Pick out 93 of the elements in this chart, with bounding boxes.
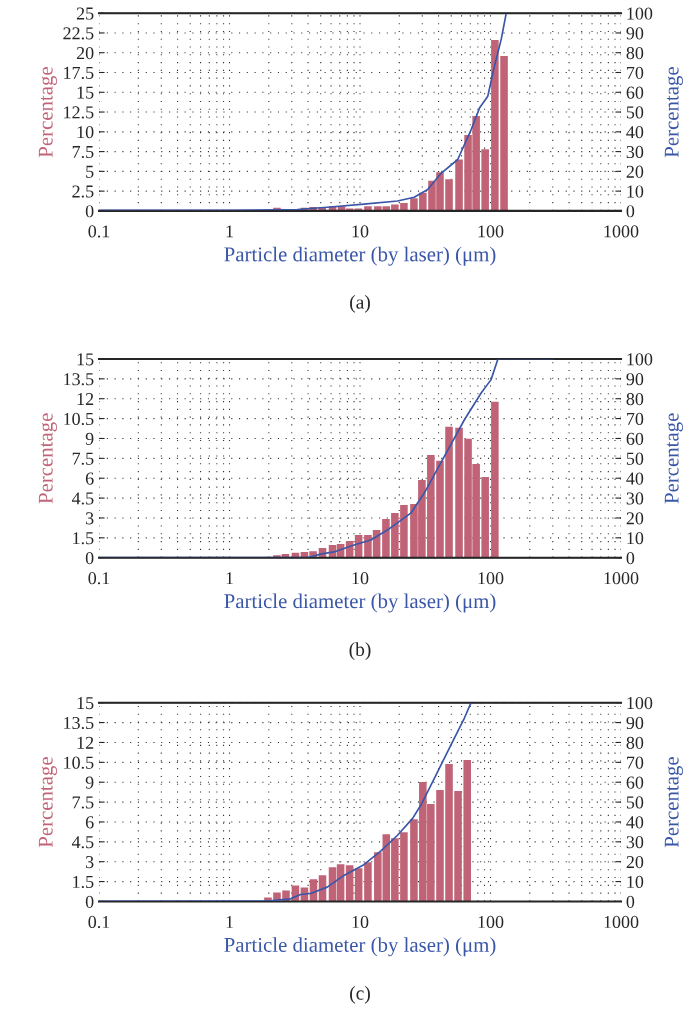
y2-tick-label: 70 — [627, 756, 644, 769]
y2-tick-label: 0 — [626, 551, 635, 565]
y-tick-label: 2.5 — [72, 185, 94, 198]
y-axis-title: Percentage — [38, 757, 57, 848]
y-tick-label: 10.5 — [64, 756, 94, 769]
y-tick-label: 9 — [85, 776, 94, 789]
y-tick-label: 3 — [85, 856, 94, 869]
y2-tick-label: 70 — [627, 412, 644, 426]
x-tick-label: 100 — [478, 225, 504, 238]
y2-tick-label: 90 — [626, 373, 644, 386]
y2-tick-label: 30 — [626, 492, 644, 505]
y2-tick-label: 20 — [626, 165, 644, 178]
y2-tick-label: 50 — [626, 106, 644, 119]
y2-tick-label: 40 — [626, 816, 644, 829]
y2-tick-label: 80 — [626, 46, 644, 60]
y2-tick-label: 0 — [626, 205, 635, 218]
x-tick-label: 100 — [478, 915, 504, 929]
y-tick-label: 6 — [85, 816, 94, 829]
y2-tick-label: 60 — [626, 432, 644, 445]
y-tick-label: 4.5 — [71, 836, 94, 849]
y2-tick-label: 100 — [627, 7, 653, 20]
y2-tick-label: 60 — [626, 86, 644, 99]
y2-axis-title: Percentage — [664, 67, 683, 158]
y2-tick-label: 100 — [627, 696, 653, 710]
x-tick-label: 100 — [478, 572, 504, 585]
x-tick-label: 1 — [226, 225, 233, 238]
y-tick-label: 9 — [85, 432, 94, 445]
y-tick-label: 22.5 — [63, 27, 94, 40]
y-tick-label: 20 — [76, 46, 94, 60]
text: (a) — [350, 295, 370, 313]
y-tick-label: 12 — [77, 393, 94, 405]
y-tick-label: 15 — [77, 697, 94, 710]
y2-axis-title: Percentage — [664, 413, 683, 504]
x-tick-label: 10 — [352, 572, 369, 585]
x-tick-label: 1 — [226, 915, 233, 928]
y-tick-label: 5 — [86, 165, 94, 178]
x-axis-title: Particle diameter (by laser) (μm) — [224, 937, 496, 957]
y-tick-label: 0 — [85, 895, 94, 908]
y2-tick-label: 50 — [626, 796, 644, 809]
y-tick-label: 4.5 — [71, 492, 94, 505]
y-tick-label: 15 — [77, 86, 94, 99]
x-tick-label: 1000 — [604, 572, 639, 585]
y-tick-label: 0 — [85, 551, 94, 565]
y-tick-label: 12 — [77, 736, 94, 749]
x-axis-title: Particle diameter (by laser) (μm) — [224, 246, 496, 266]
x-tick-label: 10 — [352, 915, 369, 929]
y-tick-label: 6 — [85, 472, 94, 485]
y2-tick-label: 10 — [627, 532, 644, 545]
y-tick-label: 13.5 — [64, 373, 94, 386]
y-tick-label: 12.5 — [64, 106, 94, 119]
text: (c) — [350, 986, 370, 1004]
y2-tick-label: 30 — [626, 836, 644, 849]
y2-tick-label: 10 — [627, 875, 644, 889]
y-tick-label: 13.5 — [64, 716, 94, 730]
x-tick-label: 0.1 — [88, 225, 110, 238]
y-tick-label: 3 — [85, 512, 94, 525]
x-tick-label: 1000 — [604, 915, 639, 929]
y2-tick-label: 30 — [626, 145, 644, 159]
y-tick-label: 10 — [77, 126, 94, 139]
y2-tick-label: 100 — [627, 353, 653, 366]
text: (b) — [349, 642, 371, 660]
y2-tick-label: 70 — [627, 66, 644, 79]
y2-tick-label: 40 — [626, 472, 644, 485]
y2-tick-label: 90 — [626, 27, 644, 40]
y-tick-label: 7.5 — [72, 796, 94, 809]
y-axis-title: Percentage — [38, 413, 57, 504]
x-tick-label: 0.1 — [88, 572, 110, 585]
y2-tick-label: 40 — [626, 126, 644, 139]
y2-tick-label: 20 — [626, 855, 644, 869]
y-tick-label: 17.5 — [64, 66, 94, 80]
x-tick-label: 1 — [226, 572, 233, 585]
x-tick-label: 1000 — [604, 225, 639, 238]
y2-tick-label: 0 — [626, 895, 635, 908]
x-axis-title: Particle diameter (by laser) (μm) — [224, 593, 496, 613]
y2-tick-label: 90 — [626, 716, 644, 730]
y2-tick-label: 60 — [626, 776, 644, 789]
y-tick-label: 7.5 — [72, 452, 94, 465]
y-tick-label: 1.5 — [73, 875, 94, 889]
y-tick-label: 1.5 — [73, 532, 94, 545]
y2-tick-label: 80 — [626, 736, 644, 749]
y-tick-label: 15 — [77, 353, 94, 366]
y-tick-label: 7.5 — [72, 146, 94, 159]
y2-tick-label: 20 — [626, 512, 644, 525]
y2-axis-title: Percentage — [664, 757, 683, 848]
x-tick-label: 10 — [352, 225, 369, 238]
y2-tick-label: 50 — [626, 452, 644, 465]
y-axis-title: Percentage — [38, 67, 57, 158]
y2-tick-label: 80 — [626, 392, 644, 406]
y-tick-label: 25 — [76, 7, 94, 20]
x-tick-label: 0.1 — [88, 915, 110, 929]
y-tick-label: 0 — [85, 205, 94, 218]
y2-tick-label: 10 — [627, 185, 644, 198]
y-tick-label: 10.5 — [64, 412, 94, 426]
